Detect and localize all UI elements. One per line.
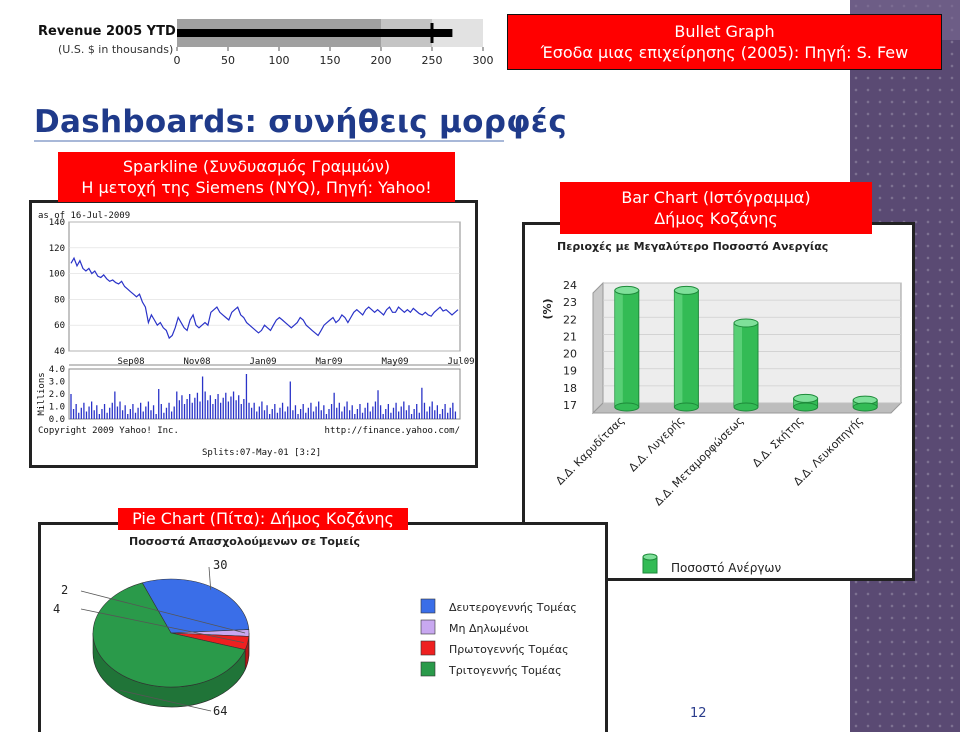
stock-ytick-0: 140 [49,218,65,228]
bar-top-0 [615,286,639,294]
stock-copyright: Copyright 2009 Yahoo! Inc. [38,426,179,436]
bullet-tick-label-5: 250 [422,54,443,67]
barchart-caption-line2: Δήμος Κοζάνης [560,208,872,229]
sparkline-caption: Sparkline (Συνδυασμός Γραμμών) Η μετοχή … [58,152,455,202]
pie-value-label-3: 64 [213,704,227,718]
stock-xtick-4: May09 [381,357,408,367]
bullet-caption-line1: Bullet Graph [508,21,941,42]
stock-ytick-1: 120 [49,244,65,254]
pie-legend-label-1: Μη Δηλωμένοι [449,622,529,635]
barchart-ytick-1: 23 [563,296,577,309]
barchart-ytick-7: 17 [563,399,577,412]
barchart-ytick-6: 18 [563,382,577,395]
stock-xtick-1: Nov08 [183,357,210,367]
sparkline-caption-line1: Sparkline (Συνδυασμός Γραμμών) [58,156,455,177]
bar-top-2 [734,319,758,327]
bar-base-2 [734,403,758,411]
stock-ytick-5: 40 [54,347,65,357]
bullet-value-bar [177,29,452,37]
barchart-side-wall [593,283,603,413]
pie-caption: Pie Chart (Πίτα): Δήμος Κοζάνης [118,508,408,530]
pie-value-label-2: 4 [53,602,60,616]
bullet-tick-label-0: 0 [174,54,181,67]
stock-splits: Splits:07-May-01 [3:2] [202,448,321,458]
bullet-subtitle: (U.S. $ in thousands) [58,43,173,56]
stock-url: http://finance.yahoo.com/ [325,426,460,436]
volume-ytick-1: 3.0 [49,378,65,388]
stock-xtick-3: Mar09 [315,357,342,367]
bullet-tick-label-3: 150 [320,54,341,67]
page-number: 12 [690,706,707,721]
pie-value-label-0: 30 [213,558,227,572]
bar-highlight-0 [615,290,623,407]
bullet-tick-label-1: 50 [221,54,235,67]
barchart-caption-line1: Bar Chart (Ιστόγραμμα) [560,187,872,208]
bar-base-0 [615,403,639,411]
pie-chart: Ποσοστά Απασχολούμενων σε Τομείς 30 24 64 Δε… [41,525,605,732]
barchart-ylabel: (%) [541,298,554,319]
pie-title: Ποσοστά Απασχολούμενων σε Τομείς [129,535,360,548]
pie-legend-swatch-1 [421,620,435,634]
pie-legend-swatch-0 [421,599,435,613]
barchart-legend-label: Ποσοστό Ανέργων [671,561,781,575]
volume-ytick-4: 0.0 [49,415,65,425]
barchart-ytick-3: 21 [563,330,577,343]
sparkline-caption-line2: Η μετοχή της Siemens (NYQ), Πηγή: Yahoo! [58,177,455,198]
bullet-caption-line2: Έσοδα μιας επιχείρησης (2005): Πηγή: S. … [508,42,941,63]
barchart-ytick-0: 24 [563,279,577,292]
bullet-tick-label-4: 200 [371,54,392,67]
bar-base-4 [853,403,877,411]
bar-base-3 [794,403,818,411]
volume-axis-label: Millions [37,372,47,415]
barchart-legend-swatch-top [643,554,657,560]
bullet-target-marker [431,23,434,43]
barchart-ytick-4: 20 [563,348,577,361]
barchart-title: Περιοχές με Μεγαλύτερο Ποσοστό Ανεργίας [557,240,828,253]
barchart-category-1: Δ.Δ. Λυγερής [626,414,686,474]
bar-top-1 [674,286,698,294]
stock-ytick-4: 60 [54,321,65,331]
stock-price-frame [69,222,460,351]
page-title: Dashboards: συνήθεις μορφές [34,104,567,140]
bullet-graph-panel: Revenue 2005 YTD (U.S. $ in thousands) 0… [30,12,500,74]
volume-ytick-0: 4.0 [49,365,65,375]
pie-value-label-1: 2 [61,583,68,597]
stock-xtick-2: Jan09 [249,357,276,367]
bar-base-1 [674,403,698,411]
bar-highlight-2 [734,323,742,407]
barchart-ytick-2: 22 [563,313,577,326]
bar-highlight-1 [674,290,682,407]
stock-ytick-2: 100 [49,270,65,280]
bullet-tick-label-2: 100 [269,54,290,67]
stock-price-line [71,258,458,338]
stock-xtick-0: Sep08 [117,357,144,367]
barchart-category-0: Δ.Δ. Καρυδίτσας [553,414,627,488]
bar-top-3 [794,394,818,402]
bullet-caption: Bullet Graph Έσοδα μιας επιχείρησης (200… [507,14,942,70]
bullet-tick-label-6: 300 [473,54,494,67]
barchart-ytick-5: 19 [563,365,577,378]
volume-ytick-3: 1.0 [49,403,65,413]
stock-ytick-3: 80 [54,295,65,305]
pie-legend-label-3: Τριτογεννής Τομέας [448,664,562,677]
pie-legend-swatch-2 [421,641,435,655]
barchart-category-3: Δ.Δ. Σκήτης [750,414,806,470]
bullet-title: Revenue 2005 YTD [38,24,176,39]
pie-legend-swatch-3 [421,662,435,676]
bullet-graph: Revenue 2005 YTD (U.S. $ in thousands) 0… [30,12,500,74]
barchart-caption: Bar Chart (Ιστόγραμμα) Δήμος Κοζάνης [560,182,872,234]
pie-legend-label-2: Πρωτογεννής Τομέας [449,643,569,656]
volume-ytick-2: 2.0 [49,390,65,400]
pie-legend-label-0: Δευτερογεννής Τομέας [449,601,577,614]
title-underline [34,140,504,142]
stock-xtick-5: Jul09 [447,357,474,367]
